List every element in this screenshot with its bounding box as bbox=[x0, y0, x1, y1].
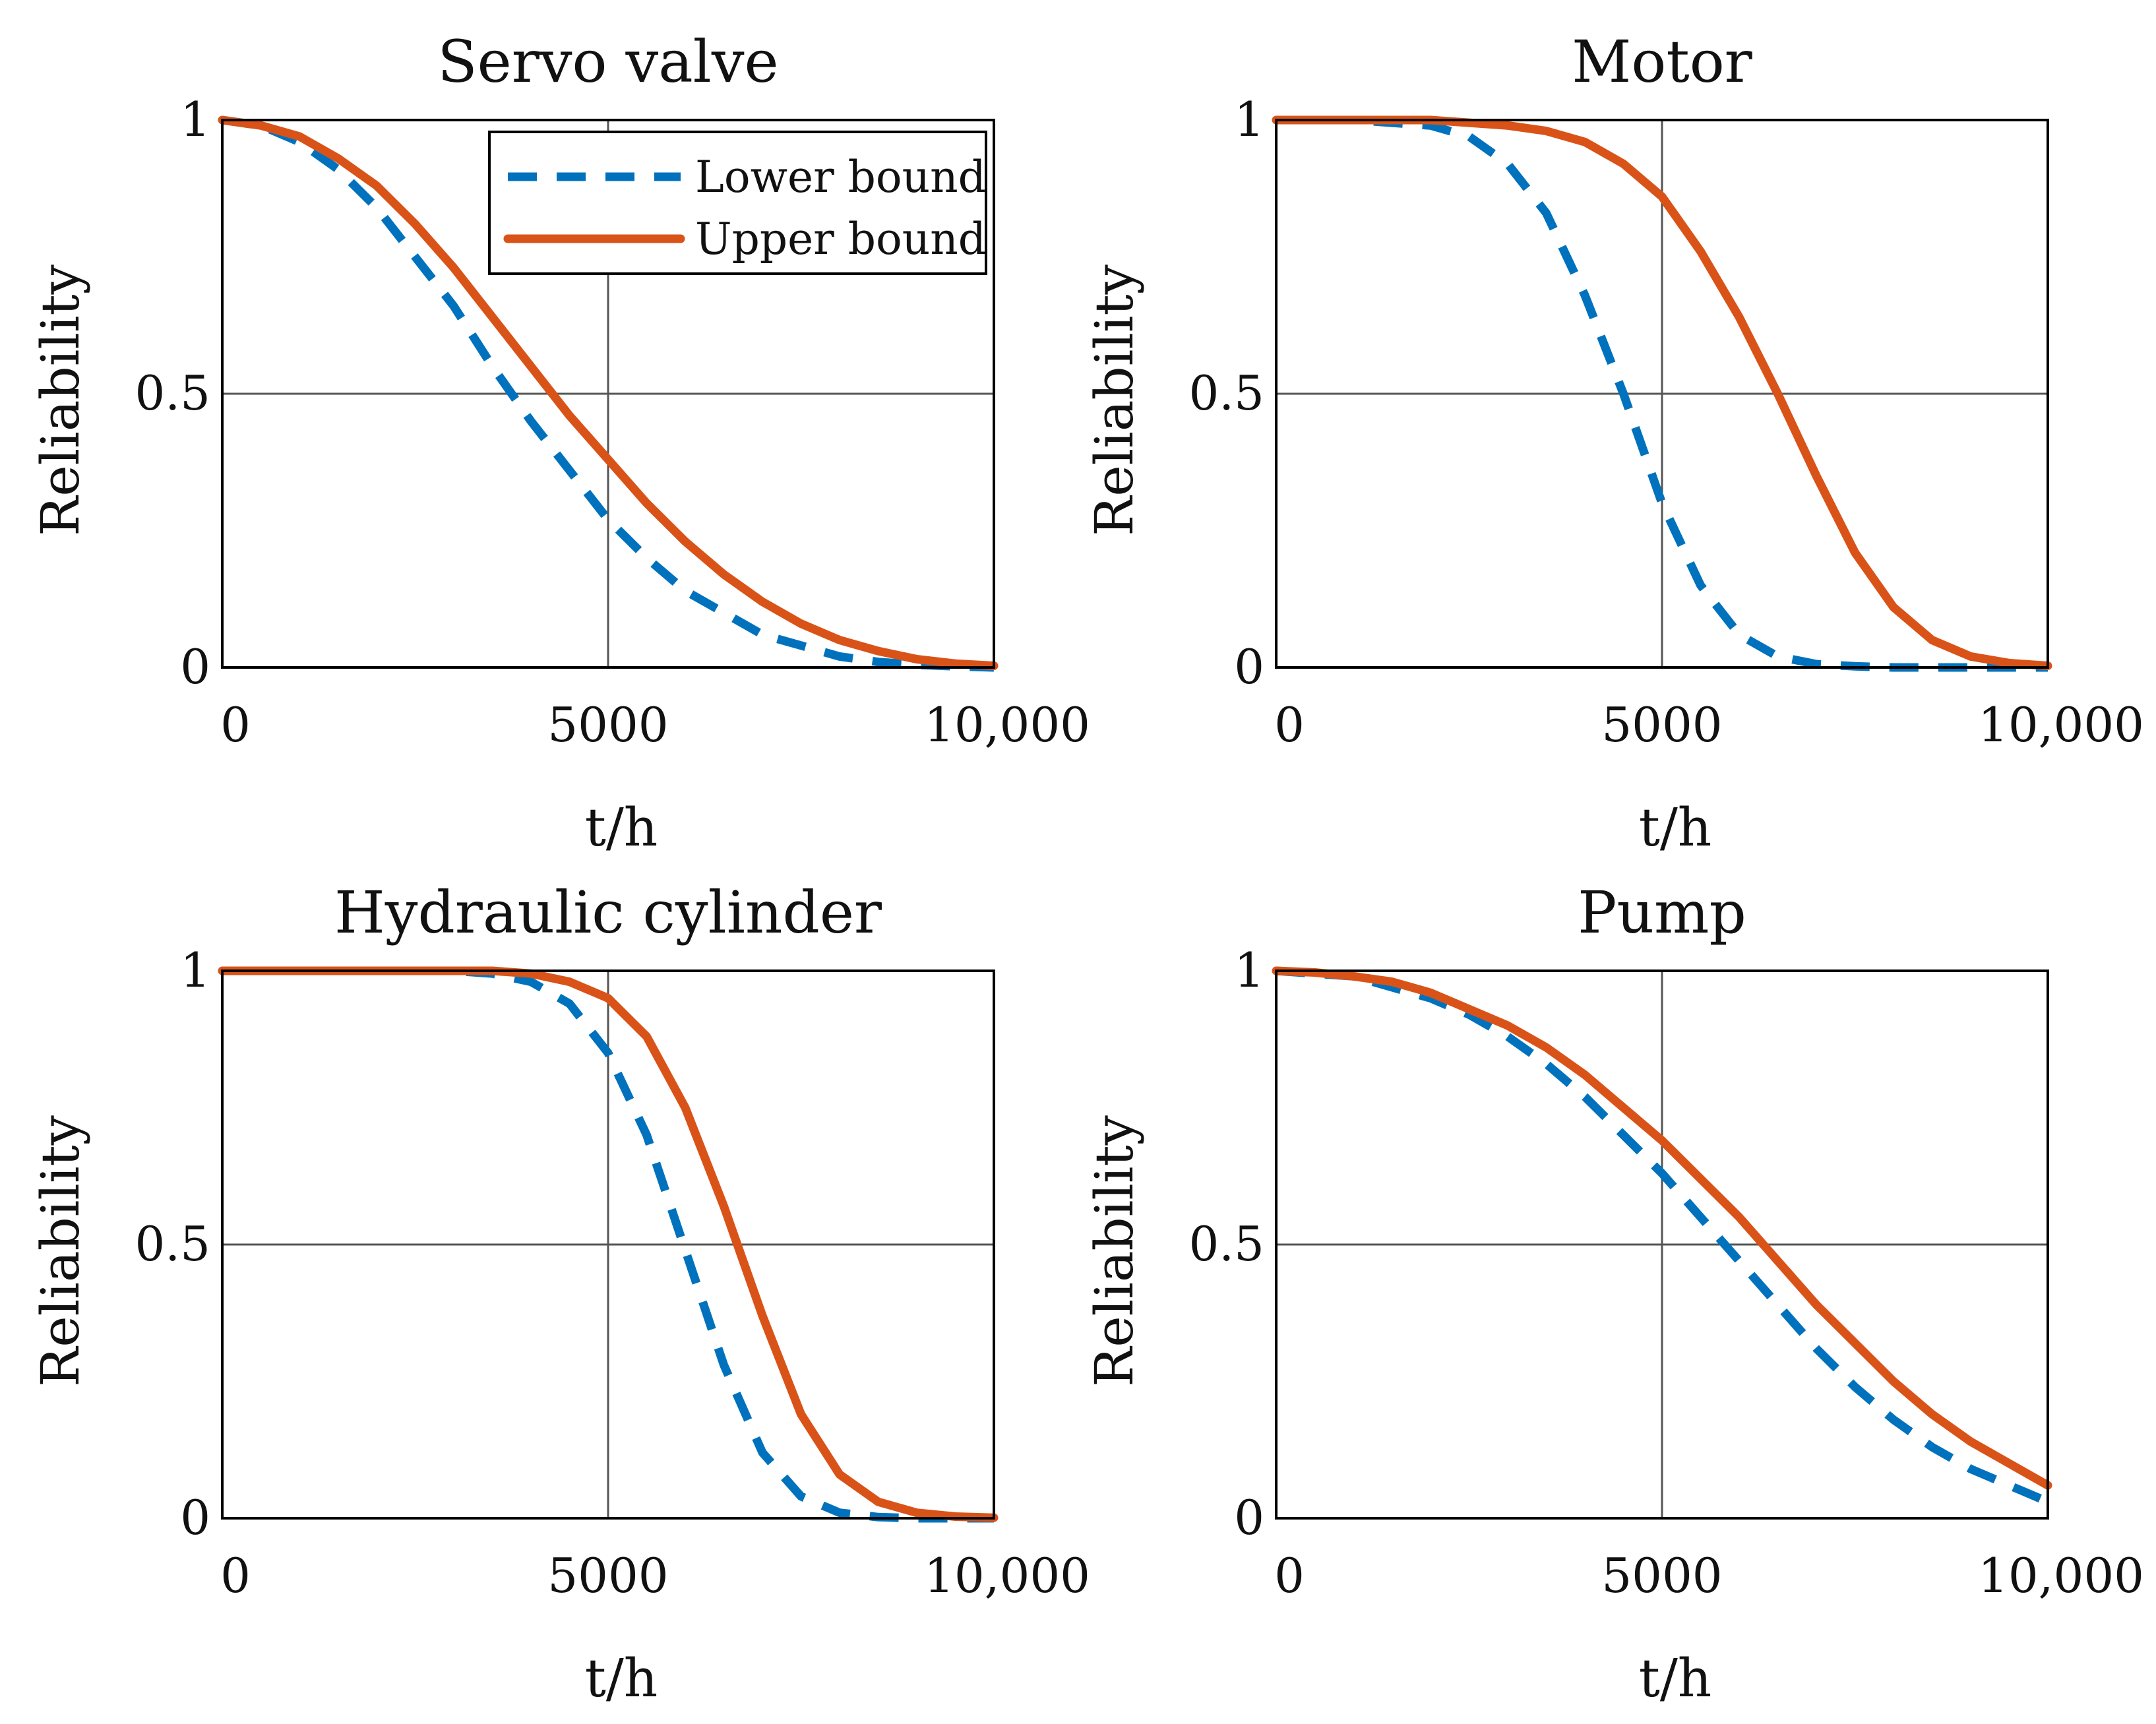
legend-box bbox=[488, 131, 987, 275]
servo-valve-axes-frame bbox=[221, 119, 995, 669]
pump-y-tick-label: 0.5 bbox=[1188, 1216, 1264, 1272]
pump-upper-bound-line bbox=[1272, 966, 2052, 1490]
pump-title: Pump bbox=[1578, 878, 1746, 946]
pump-lower-bound-line bbox=[1276, 966, 2050, 1506]
hydraulic-cylinder-panel: Hydraulic cylinder 0 5000 10,000 0 0.5 1 t/h Rel… bbox=[30, 878, 1090, 1709]
pump-x-tick-label: 0 bbox=[1274, 1548, 1305, 1603]
legend-upper-bound-label: Upper bound bbox=[695, 214, 986, 264]
servo-valve-y-tick-label: 0.5 bbox=[135, 365, 210, 421]
hydraulic-cylinder-x-tick-label: 0 bbox=[220, 1548, 251, 1603]
pump-y-tick-label: 0 bbox=[1234, 1490, 1264, 1545]
hydraulic-cylinder-lower-bound-line bbox=[222, 966, 994, 1523]
pump-x-tick-label: 5000 bbox=[1601, 1548, 1722, 1603]
pump-y-axis-label: Reliability bbox=[1084, 1115, 1145, 1387]
pump-panel: Pump 0 5000 10,000 0 0.5 1 t/h Reliability bbox=[1084, 878, 2144, 1709]
hydraulic-cylinder-title: Hydraulic cylinder bbox=[334, 878, 882, 946]
motor-y-tick-label: 0.5 bbox=[1188, 365, 1264, 421]
servo-valve-y-axis-label: Reliability bbox=[30, 264, 91, 536]
legend: Lower bound Upper bound bbox=[488, 131, 987, 275]
servo-valve-x-tick-label: 5000 bbox=[547, 697, 668, 753]
hydraulic-cylinder-y-axis-label: Reliability bbox=[30, 1115, 91, 1387]
servo-valve-x-tick-label: 0 bbox=[220, 697, 251, 753]
motor-x-tick-label: 0 bbox=[1274, 697, 1305, 753]
motor-y-tick-label: 0 bbox=[1234, 639, 1264, 694]
hydraulic-cylinder-axes-frame bbox=[221, 970, 995, 1520]
servo-valve-upper-bound-line bbox=[218, 115, 999, 670]
pump-x-axis-label: t/h bbox=[1639, 1647, 1712, 1709]
hydraulic-cylinder-y-tick-label: 0.5 bbox=[135, 1216, 210, 1272]
hydraulic-cylinder-y-tick-label: 0 bbox=[180, 1490, 210, 1545]
pump-x-tick-label: 10,000 bbox=[1978, 1548, 2144, 1603]
servo-valve-panel: Servo valve 0 5000 10,000 0 0.5 1 t/h Reliabilit… bbox=[30, 28, 1090, 858]
hydraulic-cylinder-y-tick-label: 1 bbox=[180, 942, 210, 998]
motor-y-axis-label: Reliability bbox=[1084, 264, 1145, 536]
servo-valve-title: Servo valve bbox=[437, 28, 778, 96]
legend-lower-bound-label: Lower bound bbox=[695, 152, 986, 202]
motor-panel: Motor 0 5000 10,000 0 0.5 1 t/h Reliability bbox=[1084, 28, 2144, 858]
servo-valve-y-tick-label: 1 bbox=[180, 92, 210, 147]
servo-valve-y-tick-label: 0 bbox=[180, 639, 210, 694]
motor-title: Motor bbox=[1572, 28, 1752, 96]
hydraulic-cylinder-x-tick-label: 10,000 bbox=[924, 1548, 1090, 1603]
pump-y-tick-label: 1 bbox=[1234, 942, 1264, 998]
servo-valve-x-tick-label: 10,000 bbox=[924, 697, 1090, 753]
servo-valve-x-axis-label: t/h bbox=[585, 797, 658, 858]
hydraulic-cylinder-x-axis-label: t/h bbox=[585, 1647, 658, 1709]
motor-x-axis-label: t/h bbox=[1639, 797, 1712, 858]
motor-y-tick-label: 1 bbox=[1234, 92, 1264, 147]
motor-x-tick-label: 5000 bbox=[1601, 697, 1722, 753]
motor-axes-frame bbox=[1275, 119, 2049, 669]
motor-x-tick-label: 10,000 bbox=[1978, 697, 2144, 753]
pump-axes-frame bbox=[1275, 970, 2049, 1520]
hydraulic-cylinder-x-tick-label: 5000 bbox=[547, 1548, 668, 1603]
